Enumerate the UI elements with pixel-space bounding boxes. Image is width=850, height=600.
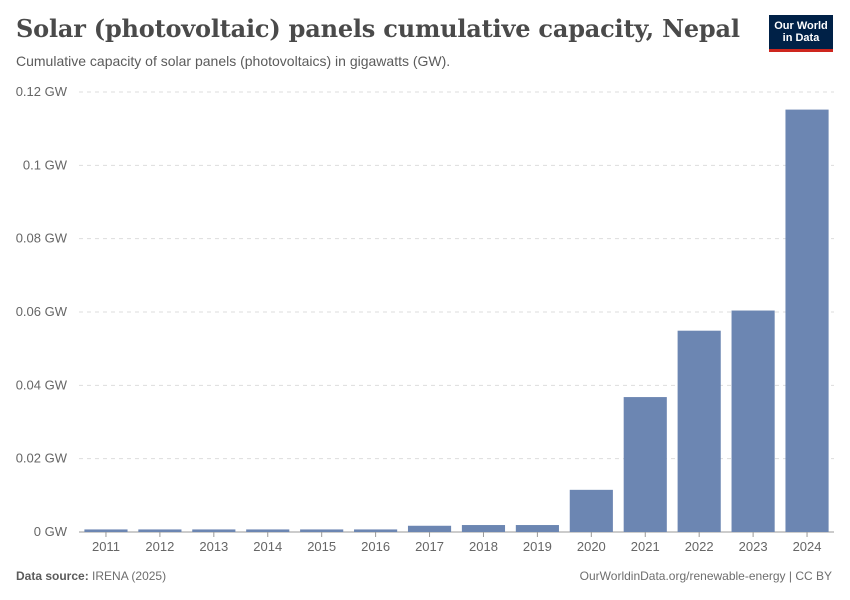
bar-2014[interactable]: [246, 529, 290, 532]
bar-2015[interactable]: [300, 529, 344, 532]
data-source-label: Data source:: [16, 569, 89, 583]
bar-2012[interactable]: [138, 529, 182, 532]
y-tick-label: 0.1 GW: [23, 157, 68, 172]
bar-2011[interactable]: [84, 529, 128, 532]
chart-title: Solar (photovoltaic) panels cumulative c…: [16, 14, 740, 43]
bar-2023[interactable]: [731, 310, 775, 532]
bar-2017[interactable]: [407, 525, 452, 532]
chart-subtitle: Cumulative capacity of solar panels (pho…: [16, 53, 451, 69]
y-axis-labels: 0 GW 0.02 GW 0.04 GW 0.06 GW 0.08 GW 0.1 GW 0.…: [16, 84, 68, 539]
y-tick-label: 0.08 GW: [16, 231, 68, 246]
x-tick-label: 2014: [253, 539, 282, 554]
logo-line-1: Our World: [774, 20, 828, 32]
footer-link[interactable]: OurWorldinData.org/renewable-energy | CC…: [579, 569, 832, 583]
logo-line-2: in Data: [782, 32, 820, 44]
x-tick-label: 2017: [415, 539, 444, 554]
x-tick-label: 2015: [307, 539, 336, 554]
data-source-value[interactable]: IRENA (2025): [92, 569, 167, 583]
y-tick-label: 0.06 GW: [16, 304, 68, 319]
x-axis-labels: 2011 2012 2013 2014 2015 2016 2017 2018 2019 2020…: [92, 532, 822, 554]
bars: [84, 109, 829, 532]
bar-2013[interactable]: [192, 529, 236, 532]
bar-2019[interactable]: [515, 525, 559, 532]
bar-2024[interactable]: [785, 109, 829, 532]
x-tick-label: 2020: [577, 539, 606, 554]
y-tick-label: 0.12 GW: [16, 84, 68, 99]
bar-2022[interactable]: [677, 330, 721, 532]
bar-2020[interactable]: [569, 489, 613, 532]
x-tick-label: 2023: [739, 539, 768, 554]
bar-2018[interactable]: [461, 525, 506, 532]
data-source: Data source: IRENA (2025): [16, 569, 166, 583]
y-tick-label: 0.02 GW: [16, 451, 68, 466]
y-tick-label: 0.04 GW: [16, 377, 68, 392]
x-tick-label: 2016: [361, 539, 390, 554]
y-tick-label: 0 GW: [34, 524, 68, 539]
x-tick-label: 2013: [199, 539, 228, 554]
x-tick-label: 2022: [685, 539, 714, 554]
x-tick-label: 2019: [523, 539, 552, 554]
x-tick-label: 2024: [793, 539, 822, 554]
bar-2016[interactable]: [354, 529, 398, 532]
bar-2021[interactable]: [623, 397, 667, 532]
x-tick-label: 2012: [145, 539, 174, 554]
x-tick-label: 2021: [631, 539, 660, 554]
x-tick-label: 2011: [92, 539, 120, 554]
owid-logo[interactable]: Our World in Data: [769, 15, 833, 52]
x-tick-label: 2018: [469, 539, 498, 554]
